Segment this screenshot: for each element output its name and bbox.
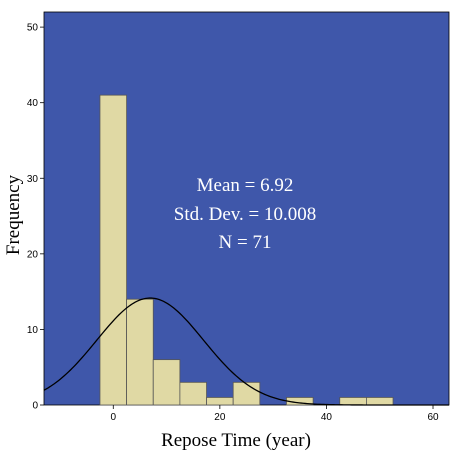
histogram-bar (126, 298, 154, 406)
x-axis: 0 20 40 60 (110, 405, 439, 423)
x-tick-label: 40 (321, 412, 333, 423)
y-tick-label: 30 (27, 174, 39, 185)
histogram-bar (232, 381, 261, 406)
y-tick-label: 0 (32, 401, 38, 412)
x-tick-label: 0 (110, 412, 116, 423)
y-axis: 0 10 20 30 40 50 (27, 23, 44, 412)
histogram-bar (206, 397, 234, 406)
y-axis-title: Frequency (3, 174, 24, 255)
stat-mean: Mean = 6.92 (197, 175, 294, 196)
histogram-bar (99, 94, 127, 406)
y-tick-label: 20 (27, 249, 39, 260)
histogram-bar (179, 381, 207, 406)
histogram-bar (152, 359, 181, 406)
x-tick-label: 20 (214, 412, 226, 423)
histogram-bar (366, 397, 394, 406)
histogram-bar (339, 397, 367, 406)
y-tick-label: 40 (27, 98, 39, 109)
stat-n: N = 71 (219, 232, 272, 253)
stat-std-dev: Std. Dev. = 10.008 (174, 204, 316, 225)
y-tick-label: 10 (27, 325, 39, 336)
x-axis-title: Repose Time (year) (161, 430, 311, 451)
normal-curve (43, 297, 449, 406)
y-tick-label: 50 (27, 23, 39, 34)
x-tick-label: 60 (427, 412, 439, 423)
